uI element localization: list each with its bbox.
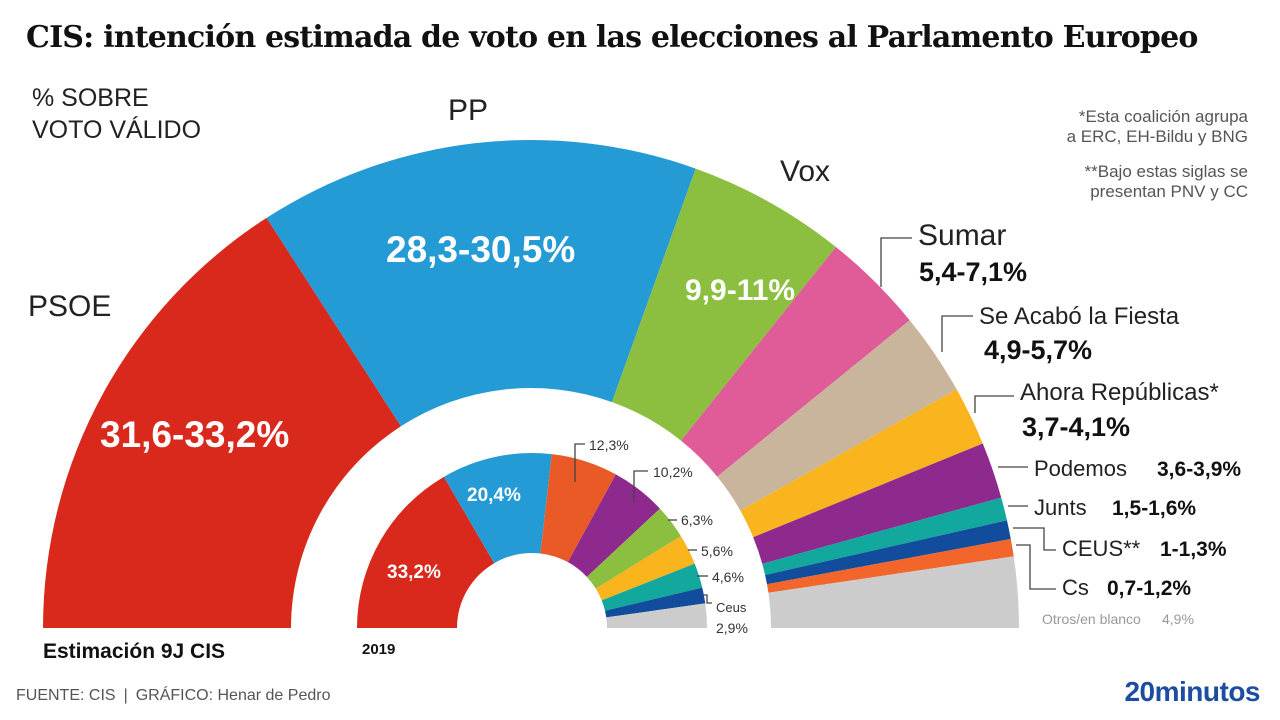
label-pp-name: PP (448, 94, 488, 127)
source-credit: FUENTE: CIS | GRÁFICO: Henar de Pedro (16, 687, 330, 705)
inner-segment-pp (443, 452, 552, 564)
label-psoe-value: 31,6-33,2% (100, 414, 289, 455)
footnote-2-line-1: **Bajo estas siglas se (1084, 162, 1248, 181)
inner-label-ceus-value: 2,9% (716, 620, 748, 636)
label-sumar-name: Sumar (918, 219, 1006, 252)
inner-label-vox: 6,3% (681, 512, 713, 528)
inner-segment-ahora-republicas (595, 536, 695, 601)
subtitle-line-2: VOTO VÁLIDO (32, 116, 202, 144)
label-junts-value: 1,5-1,6% (1112, 497, 1196, 520)
outer-segment-sumar (680, 246, 910, 477)
outer-segment-ceus (765, 520, 1011, 585)
subtitle-line-1: % SOBRE (32, 84, 149, 112)
footnote-1-line-2: a ERC, EH-Bildu y BNG (1066, 127, 1248, 146)
label-cs-value: 0,7-1,2% (1107, 577, 1191, 600)
outer-segment-podemos (753, 443, 1002, 564)
inner-label-psoe: 33,2% (387, 562, 441, 583)
leader-cs (1016, 544, 1056, 590)
footnote-ceus: **Bajo estas siglas se presentan PNV y C… (1085, 162, 1248, 202)
inner-segment-vox (586, 508, 681, 589)
label-otros-value: 4,9% (1162, 611, 1194, 627)
outer-chart-caption: Estimación 9J CIS (43, 640, 225, 663)
20minutos-logo: 20minutos (1124, 676, 1260, 707)
inner-donut-segments (357, 452, 707, 628)
leader-sumar (880, 237, 912, 287)
unit-subtitle: % SOBRE VOTO VÁLIDO (32, 82, 201, 146)
inner-segment-junts (601, 563, 703, 611)
inner-label-ahora-republicas: 5,6% (701, 543, 733, 559)
leader-ahora-republicas (974, 395, 1014, 413)
footer-separator: | (123, 687, 128, 704)
inner-label-pp: 20,4% (467, 485, 521, 506)
label-salf-name: Se Acabó la Fiesta (979, 303, 1180, 330)
inner-segment-cs (540, 454, 616, 563)
outer-segment-vox (611, 168, 836, 441)
leader-lines (574, 237, 1056, 604)
label-salf-value: 4,9-5,7% (984, 335, 1092, 365)
outer-segment-cs (766, 539, 1014, 593)
inner-label-junts: 4,6% (712, 569, 744, 585)
label-vox-value: 9,9-11% (685, 274, 795, 307)
inner-segment-podemos (567, 474, 660, 577)
label-pp-value: 28,3-30,5% (386, 229, 575, 270)
inner-leader-cs (574, 443, 585, 482)
label-junts-name: Junts (1034, 495, 1087, 520)
label-ahora-republicas-value: 3,7-4,1% (1022, 412, 1130, 442)
inner-label-podemos: 10,2% (653, 464, 693, 480)
footnote-2-line-2: presentan PNV y CC (1090, 182, 1248, 201)
inner-label-cs: 12,3% (589, 437, 629, 453)
outer-segment-otros-en-blanco (768, 556, 1019, 628)
inner-leader-ceus (702, 594, 712, 604)
outer-segment-se-acabo-la-fiesta (717, 320, 957, 511)
inner-leader-podemos (633, 470, 648, 502)
leader-ceus (1013, 527, 1056, 551)
footnote-1-line-1: *Esta coalición agrupa (1078, 107, 1248, 126)
outer-segment-junts (762, 497, 1007, 576)
footnote-ahora-republicas: *Esta coalición agrupa a ERC, EH-Bildu y… (1067, 107, 1248, 147)
chart-title: CIS: intención estimada de voto en las e… (26, 20, 1198, 55)
label-otros-name: Otros/en blanco (1042, 611, 1141, 627)
inner-segment-ceus (604, 587, 706, 618)
outer-donut-segments (43, 139, 1019, 628)
inner-label-ceus-name: Ceus (716, 600, 747, 615)
label-psoe-name: PSOE (28, 290, 111, 323)
label-podemos-name: Podemos (1034, 456, 1127, 481)
label-cs-name: Cs (1062, 575, 1089, 600)
inner-chart-caption: 2019 (362, 641, 395, 658)
source-label: FUENTE: CIS (16, 687, 116, 704)
inner-segment-otros (606, 603, 707, 628)
label-ahora-republicas-name: Ahora Repúblicas* (1020, 379, 1219, 406)
label-ceus-value: 1-1,3% (1160, 538, 1227, 561)
outer-segment-ahora-republicas (740, 389, 983, 538)
label-vox-name: Vox (780, 155, 830, 188)
label-ceus-name: CEUS** (1062, 536, 1141, 561)
outer-segment-pp (266, 139, 696, 427)
label-podemos-value: 3,6-3,9% (1157, 458, 1241, 481)
label-sumar-value: 5,4-7,1% (919, 257, 1027, 287)
graphic-credit: GRÁFICO: Henar de Pedro (135, 687, 331, 704)
inner-segment-psoe (357, 476, 495, 628)
leader-salf (941, 315, 973, 352)
outer-segment-psoe (43, 217, 401, 628)
